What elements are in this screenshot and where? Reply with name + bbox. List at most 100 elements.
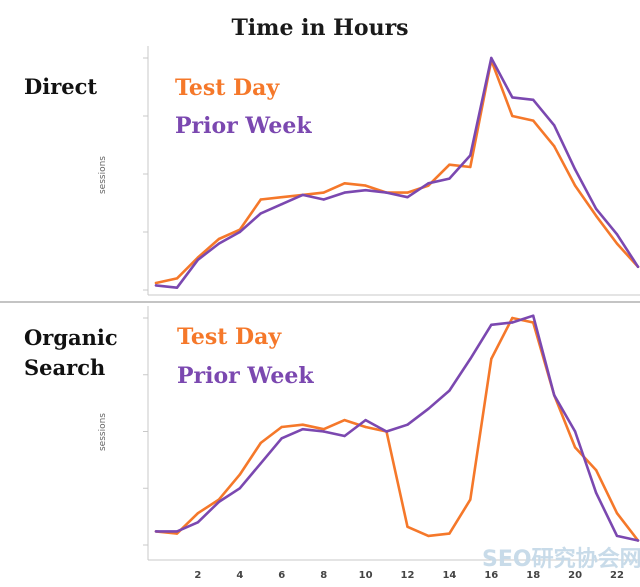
- panel2-prior-week-point: [532, 314, 535, 317]
- panel1-prior-week-point: [511, 96, 514, 99]
- panel2-label-line-2: Search: [24, 355, 105, 380]
- panel1-test-day-point: [594, 214, 598, 217]
- panel1-prior-week-point: [573, 168, 577, 171]
- panel2-prior-week-point: [280, 437, 283, 440]
- panel2-prior-week-point: [364, 418, 367, 422]
- panel2-legend-prior-week: Prior Week: [177, 363, 314, 389]
- panel1-prior-week-point: [175, 286, 179, 289]
- panel2-prior-week-point: [301, 428, 304, 431]
- panel2-label-line-1: Organic: [24, 325, 118, 350]
- panel2-prior-week-point: [217, 500, 221, 504]
- panel2-test-day-point: [615, 512, 619, 515]
- panel2-prior-week-point: [553, 394, 556, 397]
- panel1-test-day-point: [280, 196, 283, 199]
- panel2-prior-week-point: [469, 357, 472, 361]
- panel2-x-tick-label: 8: [320, 570, 327, 581]
- panel1-test-day-point: [175, 277, 179, 280]
- panel2-test-day-point: [364, 425, 367, 429]
- panel1-prior-week-point: [196, 258, 200, 261]
- panel1-prior-week-point: [322, 198, 325, 201]
- panel1-test-day-point: [154, 281, 158, 285]
- panel2-prior-week-point: [154, 530, 158, 533]
- panel1-prior-week-point: [259, 212, 262, 215]
- panel1-legend-prior-week: Prior Week: [175, 113, 312, 139]
- panel1-test-day-point: [615, 242, 619, 245]
- panel1-prior-week-point: [238, 230, 241, 234]
- panel1-series-test-day-line: [154, 58, 640, 285]
- panel2-group: Organic Search sessions Test Day Prior Week 2…: [24, 306, 640, 581]
- panel2-x-tick-label: 18: [526, 570, 540, 581]
- panel1-prior-week-point: [532, 98, 535, 102]
- panel2-prior-week-point: [594, 491, 598, 494]
- panel1-legend-test-day: Test Day: [175, 75, 280, 101]
- panel2-test-day-point: [301, 423, 304, 426]
- panel1-prior-week-point: [469, 154, 472, 157]
- panel1-prior-week-point: [553, 124, 556, 127]
- panel2-x-tick-label: 16: [484, 570, 498, 581]
- panel2-x-tick-label: 10: [359, 570, 373, 581]
- panel1-prior-week-point: [301, 193, 304, 197]
- panel2-x-tick-label: 6: [278, 570, 285, 581]
- panel2-prior-week-point: [385, 430, 388, 433]
- panel2-prior-week-point: [615, 534, 619, 538]
- panel1-test-day-point: [406, 191, 409, 194]
- panel1-prior-week-point: [343, 191, 346, 194]
- panel2-test-day-point: [490, 357, 493, 361]
- panel1-label-line-1: Direct: [24, 74, 97, 99]
- panel2-test-day-point: [259, 441, 262, 445]
- panel1-series-prior-week-line: [154, 56, 640, 290]
- panel2-test-day-point: [594, 468, 598, 472]
- panel1-prior-week-point: [594, 207, 598, 210]
- panel2-test-day-point: [343, 418, 346, 422]
- panel1-prior-week-point: [154, 284, 158, 287]
- panel2-x-tick-label: 20: [568, 570, 582, 581]
- panel1-test-day-point: [364, 184, 367, 187]
- panel2-prior-week-point: [322, 430, 325, 433]
- panel1-test-day-point: [343, 182, 346, 185]
- panel2-prior-week-point: [448, 389, 451, 392]
- panel2-series-prior-week-line: [154, 314, 640, 542]
- panel1-prior-week-point: [490, 56, 493, 60]
- panel1-test-day-point: [511, 114, 514, 118]
- panel1-test-day-point: [532, 119, 535, 122]
- panel2-prior-week-point: [490, 323, 493, 326]
- panel1-prior-week-point: [427, 182, 430, 185]
- panel2-x-tick-label: 14: [442, 570, 456, 581]
- panel2-test-day-point: [280, 425, 283, 429]
- panel2-x-tick-label: 22: [610, 570, 624, 581]
- panel2-test-day-point: [175, 532, 179, 535]
- panel1-y-axis-label: sessions: [98, 156, 108, 194]
- panel2-prior-week-point: [406, 423, 409, 426]
- panel1-test-day-point: [322, 191, 325, 194]
- panel1-prior-week-point: [364, 189, 367, 192]
- panel2-x-tick-label: 12: [401, 570, 415, 581]
- chart-title: Time in Hours: [231, 15, 408, 41]
- panel2-test-day-point: [406, 525, 409, 528]
- panel1-prior-week-point: [406, 196, 409, 199]
- panel2-x-tick-label: 2: [194, 570, 201, 581]
- panel2-test-day-point: [196, 512, 200, 515]
- panel1-prior-week-point: [448, 177, 451, 180]
- panel1-test-day-point: [217, 237, 221, 241]
- panel1-prior-week-point: [217, 242, 221, 245]
- panel2-prior-week-point: [259, 462, 262, 465]
- panel1-test-day-point: [448, 163, 451, 166]
- panel2-y-axis-label: sessions: [98, 413, 108, 451]
- panel1-test-day-point: [573, 184, 577, 187]
- panel2-prior-week-point: [343, 434, 346, 438]
- panel2-test-day-point: [573, 446, 577, 449]
- panel2-test-day-point: [427, 534, 430, 538]
- panel2-prior-week-point: [511, 321, 514, 324]
- panel2-prior-week-point: [427, 407, 430, 410]
- panel2-series-test-day-line: [154, 316, 640, 542]
- panel1-test-day-point: [553, 145, 556, 148]
- panel1-prior-week-point: [636, 265, 640, 268]
- panels: Direct sessions Test Day Prior Week Organic S…: [24, 46, 640, 581]
- panel1-test-day-point: [259, 198, 262, 201]
- panel2-prior-week-point: [573, 430, 577, 433]
- panel1-prior-week-point: [615, 233, 619, 236]
- panel2-prior-week-point: [636, 539, 640, 542]
- panel2-test-day-point: [511, 316, 514, 320]
- panel2-test-day-point: [448, 532, 451, 535]
